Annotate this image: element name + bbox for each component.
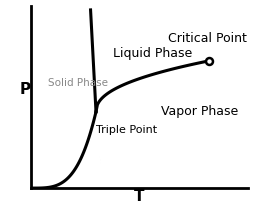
Text: Liquid Phase: Liquid Phase bbox=[113, 47, 193, 60]
Y-axis label: P: P bbox=[20, 82, 31, 97]
Text: Triple Point: Triple Point bbox=[96, 125, 157, 135]
X-axis label: T: T bbox=[134, 190, 145, 204]
Text: Solid Phase: Solid Phase bbox=[48, 78, 108, 88]
Text: Vapor Phase: Vapor Phase bbox=[161, 105, 239, 118]
Text: Critical Point: Critical Point bbox=[168, 32, 247, 46]
